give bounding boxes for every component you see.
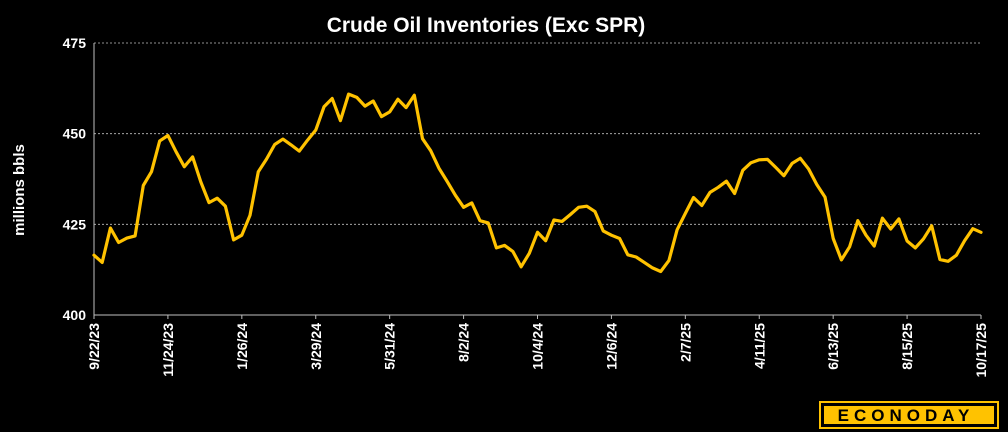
x-tick-label: 8/2/24	[456, 323, 472, 362]
y-tick-labels: 400 425 450 475	[63, 35, 87, 323]
y-axis-label: millions bbls	[11, 144, 28, 236]
y-tick-label: 400	[63, 307, 87, 323]
chart-title: Crude Oil Inventories (Exc SPR)	[327, 14, 646, 37]
x-tick-label: 1/26/24	[234, 323, 250, 370]
gridlines	[94, 42, 981, 225]
y-tick-label: 425	[63, 216, 87, 232]
x-tick-label: 4/11/25	[751, 323, 767, 369]
x-tick-label: 9/22/23	[86, 323, 102, 370]
econoday-logo-text: ECONODAY	[838, 406, 975, 425]
econoday-logo: ECONODAY	[819, 401, 999, 429]
x-tick-label: 6/13/25	[825, 323, 841, 370]
x-tick-label: 2/7/25	[677, 323, 693, 362]
series-layer	[92, 92, 983, 274]
x-tick-label: 8/15/25	[899, 323, 915, 370]
x-tick-label: 3/29/24	[308, 323, 324, 370]
axes	[93, 43, 982, 319]
y-tick-label: 475	[63, 35, 87, 51]
series-line-crude-inventories	[92, 92, 983, 274]
x-tick-labels: 9/22/23 11/24/23 1/26/24 3/29/24 5/31/24 8/2/…	[86, 323, 989, 378]
x-tick-label: 11/24/23	[160, 323, 176, 377]
x-tick-label: 5/31/24	[382, 323, 398, 370]
y-tick-label: 450	[63, 126, 87, 142]
x-tick-label: 12/6/24	[603, 323, 619, 370]
x-tick-label: 10/17/25	[973, 323, 989, 378]
econoday-logo-inner	[824, 406, 994, 424]
x-tick-label: 10/4/24	[530, 323, 546, 370]
